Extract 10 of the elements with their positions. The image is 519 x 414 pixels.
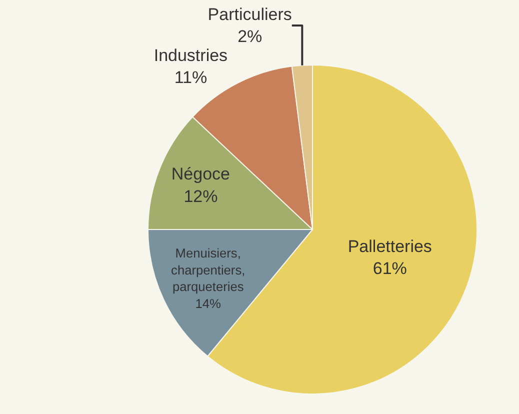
slice-label: Industries (154, 46, 228, 66)
slice-label: Négoce (171, 164, 230, 184)
data-label: 11% (174, 68, 208, 88)
slice-label: Palletteries (348, 236, 432, 256)
data-label: 14% (195, 296, 221, 311)
slice-label: Particuliers (208, 4, 292, 24)
data-label: 61% (372, 258, 407, 278)
slice-label: Menuisiers, charpentiers, parqueteries (171, 246, 246, 294)
data-label: 12% (184, 186, 218, 206)
data-label: 2% (238, 27, 262, 46)
